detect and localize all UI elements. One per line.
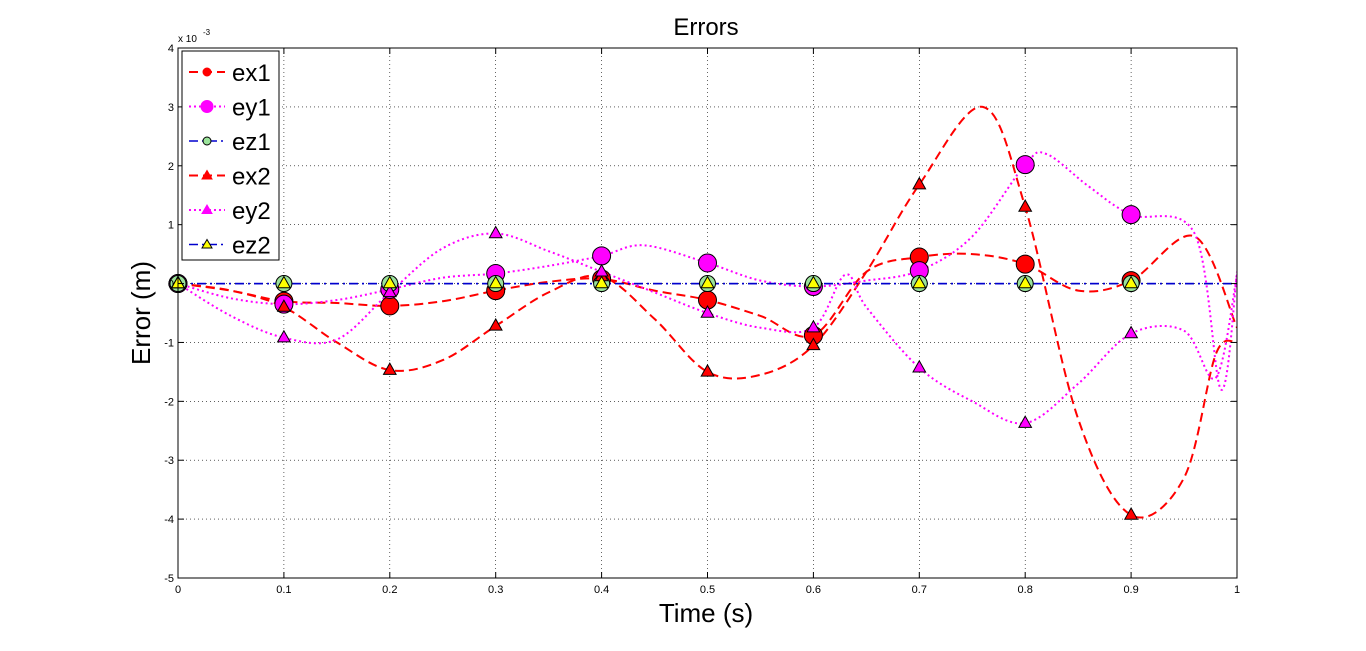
legend-box (181, 50, 280, 261)
legend-marker (200, 100, 214, 113)
legend-label: ex2 (232, 164, 271, 191)
y-axis-label: Error (m) (126, 261, 156, 365)
y-tick-label: -2 (164, 396, 174, 408)
marker-ex2 (276, 299, 292, 312)
legend-marker (201, 204, 213, 214)
y-multiplier-base: x 10 (178, 34, 197, 45)
y-tick-label: -5 (164, 573, 174, 585)
legend-marker (201, 238, 213, 249)
legend-marker (202, 136, 212, 146)
y-tick-label: 3 (168, 102, 174, 114)
legend-item-ez2: ez2 (189, 233, 271, 260)
chart-title: Errors (673, 14, 738, 41)
marker-ey2 (382, 284, 397, 298)
x-tick-label: 0.2 (382, 584, 397, 596)
legend-marker (201, 169, 213, 180)
axis-ticks: 0 0.1 0.2 0.3 0.4 0.5 0.6 0.7 0.8 0.9 1 -5 -4 -3 -2 -1 0… (164, 43, 1240, 596)
marker-ez2 (700, 275, 715, 289)
x-axis-label: Time (s) (659, 598, 753, 628)
x-tick-label: 0.4 (594, 584, 609, 596)
legend-item-ez1: ez1 (189, 129, 271, 156)
legend-item-ey2: ey2 (189, 198, 271, 225)
marker-ey2 (700, 304, 715, 318)
x-tick-label: 0.8 (1018, 584, 1033, 596)
marker-ez2 (1123, 275, 1139, 289)
legend-marker (202, 67, 212, 77)
marker-ez2 (594, 275, 609, 289)
y-multiplier-exponent: -3 (203, 28, 211, 37)
marker-ey1 (1015, 155, 1035, 175)
legend-label: ez1 (232, 129, 271, 156)
marker-ey2 (276, 329, 292, 343)
y-tick-label: 2 (168, 161, 174, 173)
y-tick-label: -4 (164, 514, 174, 526)
marker-ex2 (1123, 506, 1139, 520)
series-line-ex1 (178, 234, 1237, 338)
legend-item-ex1: ex1 (189, 60, 271, 87)
legend-label: ez2 (232, 233, 271, 260)
x-tick-label: 0.6 (806, 584, 821, 596)
y-tick-label: -3 (164, 455, 174, 467)
marker-ey2 (1018, 415, 1033, 428)
marker-ex1 (380, 296, 400, 316)
marker-ey2 (1123, 325, 1139, 339)
marker-ex2 (700, 363, 715, 377)
marker-ex1 (1015, 254, 1035, 274)
series-markers (168, 155, 1141, 520)
marker-ez2 (806, 275, 821, 289)
x-tick-label: 0.5 (700, 584, 715, 596)
legend: ex1 ey1 ez1 ex2 ey2 ez2 (181, 50, 280, 261)
x-tick-label: 0.9 (1123, 584, 1138, 596)
legend-label: ey1 (232, 95, 271, 122)
marker-ez2 (488, 275, 503, 289)
y-tick-label: 4 (168, 43, 174, 55)
marker-ex2 (382, 362, 397, 375)
legend-item-ey1: ey1 (189, 95, 271, 122)
x-tick-label: 0 (175, 584, 181, 596)
marker-ey2 (806, 319, 821, 333)
grid-lines (178, 48, 1237, 578)
marker-ez2 (276, 275, 292, 289)
marker-ez2 (382, 275, 397, 289)
x-tick-label: 0.7 (912, 584, 927, 596)
x-tick-label: 0.1 (276, 584, 291, 596)
legend-item-ex2: ex2 (189, 164, 271, 191)
y-tick-label: 0 (168, 279, 174, 291)
marker-ex2 (912, 176, 927, 190)
marker-ez2 (1018, 275, 1033, 289)
marker-ez2 (912, 275, 927, 289)
marker-ey2 (488, 225, 503, 239)
x-tick-label: 0.3 (488, 584, 503, 596)
y-tick-label: 1 (168, 220, 174, 232)
x-tick-label: 1 (1234, 584, 1240, 596)
marker-ey1 (1121, 205, 1141, 225)
legend-label: ex1 (232, 60, 271, 87)
marker-ex2 (488, 317, 503, 331)
y-tick-label: -1 (164, 337, 174, 349)
marker-ey1 (698, 253, 717, 273)
marker-ey1 (592, 246, 612, 266)
legend-label: ey2 (232, 198, 271, 225)
marker-ex2 (1018, 198, 1033, 212)
series-line-ey2 (178, 232, 1237, 425)
marker-ex2 (806, 337, 821, 351)
marker-ey2 (912, 359, 927, 373)
